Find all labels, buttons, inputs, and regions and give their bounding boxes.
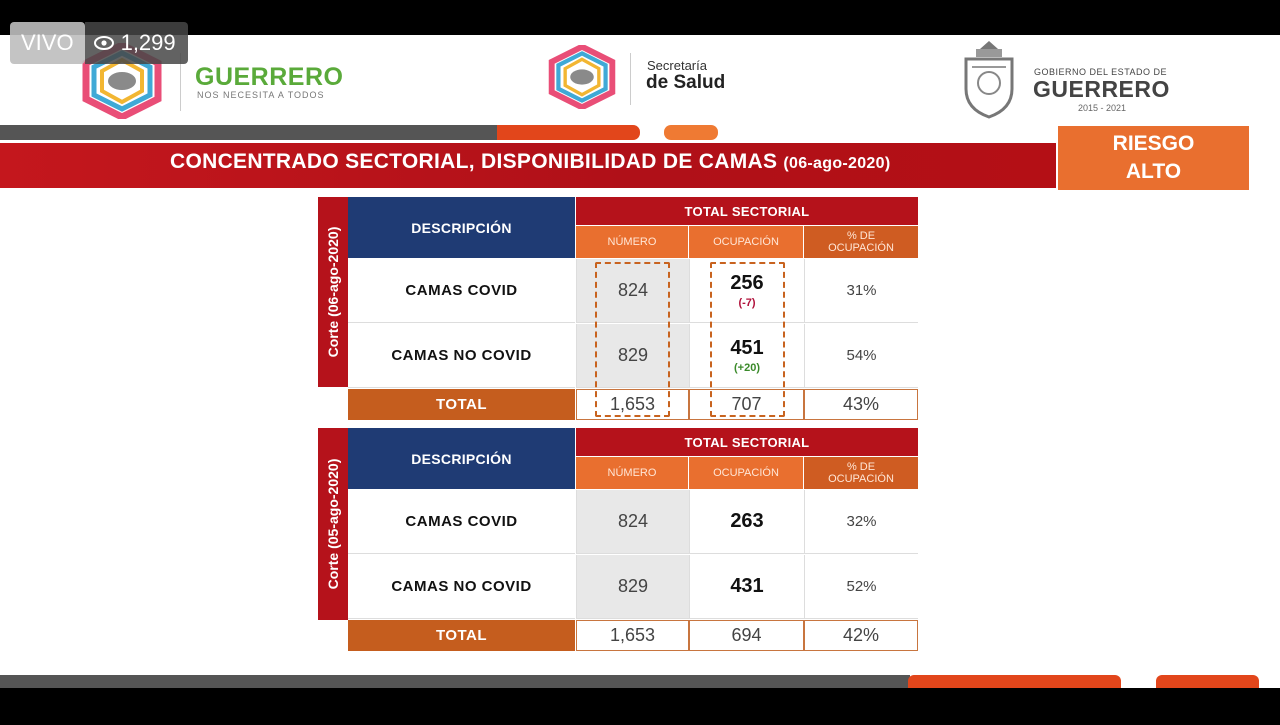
risk-line2: ALTO <box>1125 160 1182 183</box>
row-label: CAMAS NO COVID <box>348 324 575 388</box>
live-badge: VIVO 1,299 <box>10 22 188 64</box>
row-label: CAMAS COVID <box>348 490 575 554</box>
live-label: VIVO <box>10 22 85 64</box>
gobierno-label: GOBIERNO DEL ESTADO DE <box>1034 67 1168 77</box>
secretaria-label: Secretaría <box>647 58 707 73</box>
total-label: TOTAL <box>348 620 575 651</box>
view-count-value: 1,299 <box>120 30 176 55</box>
guerrero-logo-subtitle: NOS NECESITA A TODOS <box>197 90 325 100</box>
slide-title-main: CONCENTRADO SECTORIAL, DISPONIBILIDAD DE… <box>170 150 778 173</box>
desc-header: DESCRIPCIÓN <box>348 428 575 489</box>
decor-bar <box>664 125 718 140</box>
term-years-label: 2015 - 2021 <box>1078 103 1127 113</box>
row-pct: 31% <box>804 259 918 323</box>
risk-badge: RIESGO ALTO <box>1058 126 1249 190</box>
highlight-box-ocupacion <box>710 262 785 417</box>
total-numero: 1,653 <box>576 389 689 420</box>
slide-title: CONCENTRADO SECTORIAL, DISPONIBILIDAD DE… <box>170 150 890 174</box>
col-pct-header: % DE OCUPACIÓN <box>804 226 918 258</box>
row-numero: 824 <box>576 490 689 554</box>
risk-line1: RIESGO <box>1112 132 1195 155</box>
total-numero: 1,653 <box>576 620 689 651</box>
row-label: CAMAS NO COVID <box>348 555 575 619</box>
desc-header: DESCRIPCIÓN <box>348 197 575 258</box>
title-band <box>0 143 1056 188</box>
view-count: 1,299 <box>84 22 188 64</box>
table-side-label: Corte (05-ago-2020) <box>318 428 348 620</box>
decor-bar <box>497 125 640 140</box>
row-pct: 54% <box>804 324 918 388</box>
row-pct: 52% <box>804 555 918 619</box>
decor-bar <box>1156 675 1259 688</box>
de-salud-label: de Salud <box>646 72 726 93</box>
decor-bar <box>0 125 497 140</box>
group-header: TOTAL SECTORIAL <box>576 197 918 225</box>
col-pct-header: % DE OCUPACIÓN <box>804 457 918 489</box>
total-pct: 43% <box>804 389 918 420</box>
col-numero-header: NÚMERO <box>576 226 688 258</box>
row-pct: 32% <box>804 490 918 554</box>
slide-title-date: (06-ago-2020) <box>783 155 891 172</box>
state-coat-of-arms-logo <box>964 41 1014 119</box>
row-numero: 829 <box>576 324 689 388</box>
total-label: TOTAL <box>348 389 575 420</box>
highlight-box-numero <box>595 262 670 417</box>
col-ocupacion-header: OCUPACIÓN <box>689 226 803 258</box>
guerrero-logo-text: GUERRERO <box>195 63 344 91</box>
row-label: CAMAS COVID <box>348 259 575 323</box>
row-ocupacion: 263 <box>689 490 804 554</box>
total-ocupacion: 694 <box>689 620 804 651</box>
decor-bar <box>908 675 1121 688</box>
row-ocupacion-delta: (-7) <box>738 297 756 309</box>
divider <box>630 53 631 105</box>
col-numero-header: NÚMERO <box>576 457 688 489</box>
total-pct: 42% <box>804 620 918 651</box>
divider <box>180 53 181 111</box>
group-header: TOTAL SECTORIAL <box>576 428 918 456</box>
row-ocupacion-delta: (+20) <box>734 362 760 374</box>
row-numero: 824 <box>576 259 689 323</box>
row-ocupacion-value: 256 <box>730 272 764 294</box>
row-ocupacion: 431 <box>689 555 804 619</box>
slide: GUERRERO NOS NECESITA A TODOS Secretaría… <box>0 35 1280 688</box>
table-side-label: Corte (06-ago-2020) <box>318 197 348 387</box>
decor-bar <box>0 675 910 688</box>
row-numero: 829 <box>576 555 689 619</box>
row-ocupacion-value: 451 <box>730 337 764 359</box>
col-ocupacion-header: OCUPACIÓN <box>689 457 803 489</box>
eye-icon <box>93 36 114 50</box>
salud-emblem-logo <box>548 45 616 109</box>
state-name-label: GUERRERO <box>1033 76 1170 102</box>
